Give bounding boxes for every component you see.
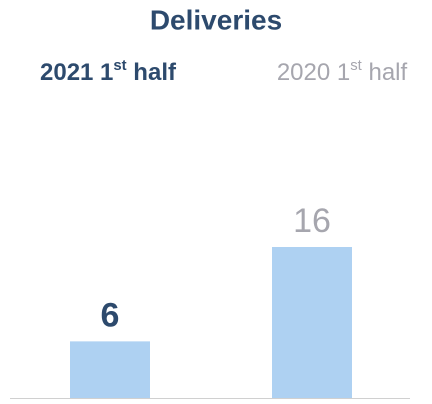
value-label: 16 bbox=[293, 202, 331, 240]
category-label: 2021 1st half bbox=[40, 58, 177, 86]
bar bbox=[272, 247, 352, 398]
value-label: 6 bbox=[101, 296, 120, 334]
chart-title: Deliveries bbox=[150, 4, 282, 35]
category-label: 2020 1st half bbox=[277, 58, 408, 86]
bar bbox=[70, 341, 150, 398]
